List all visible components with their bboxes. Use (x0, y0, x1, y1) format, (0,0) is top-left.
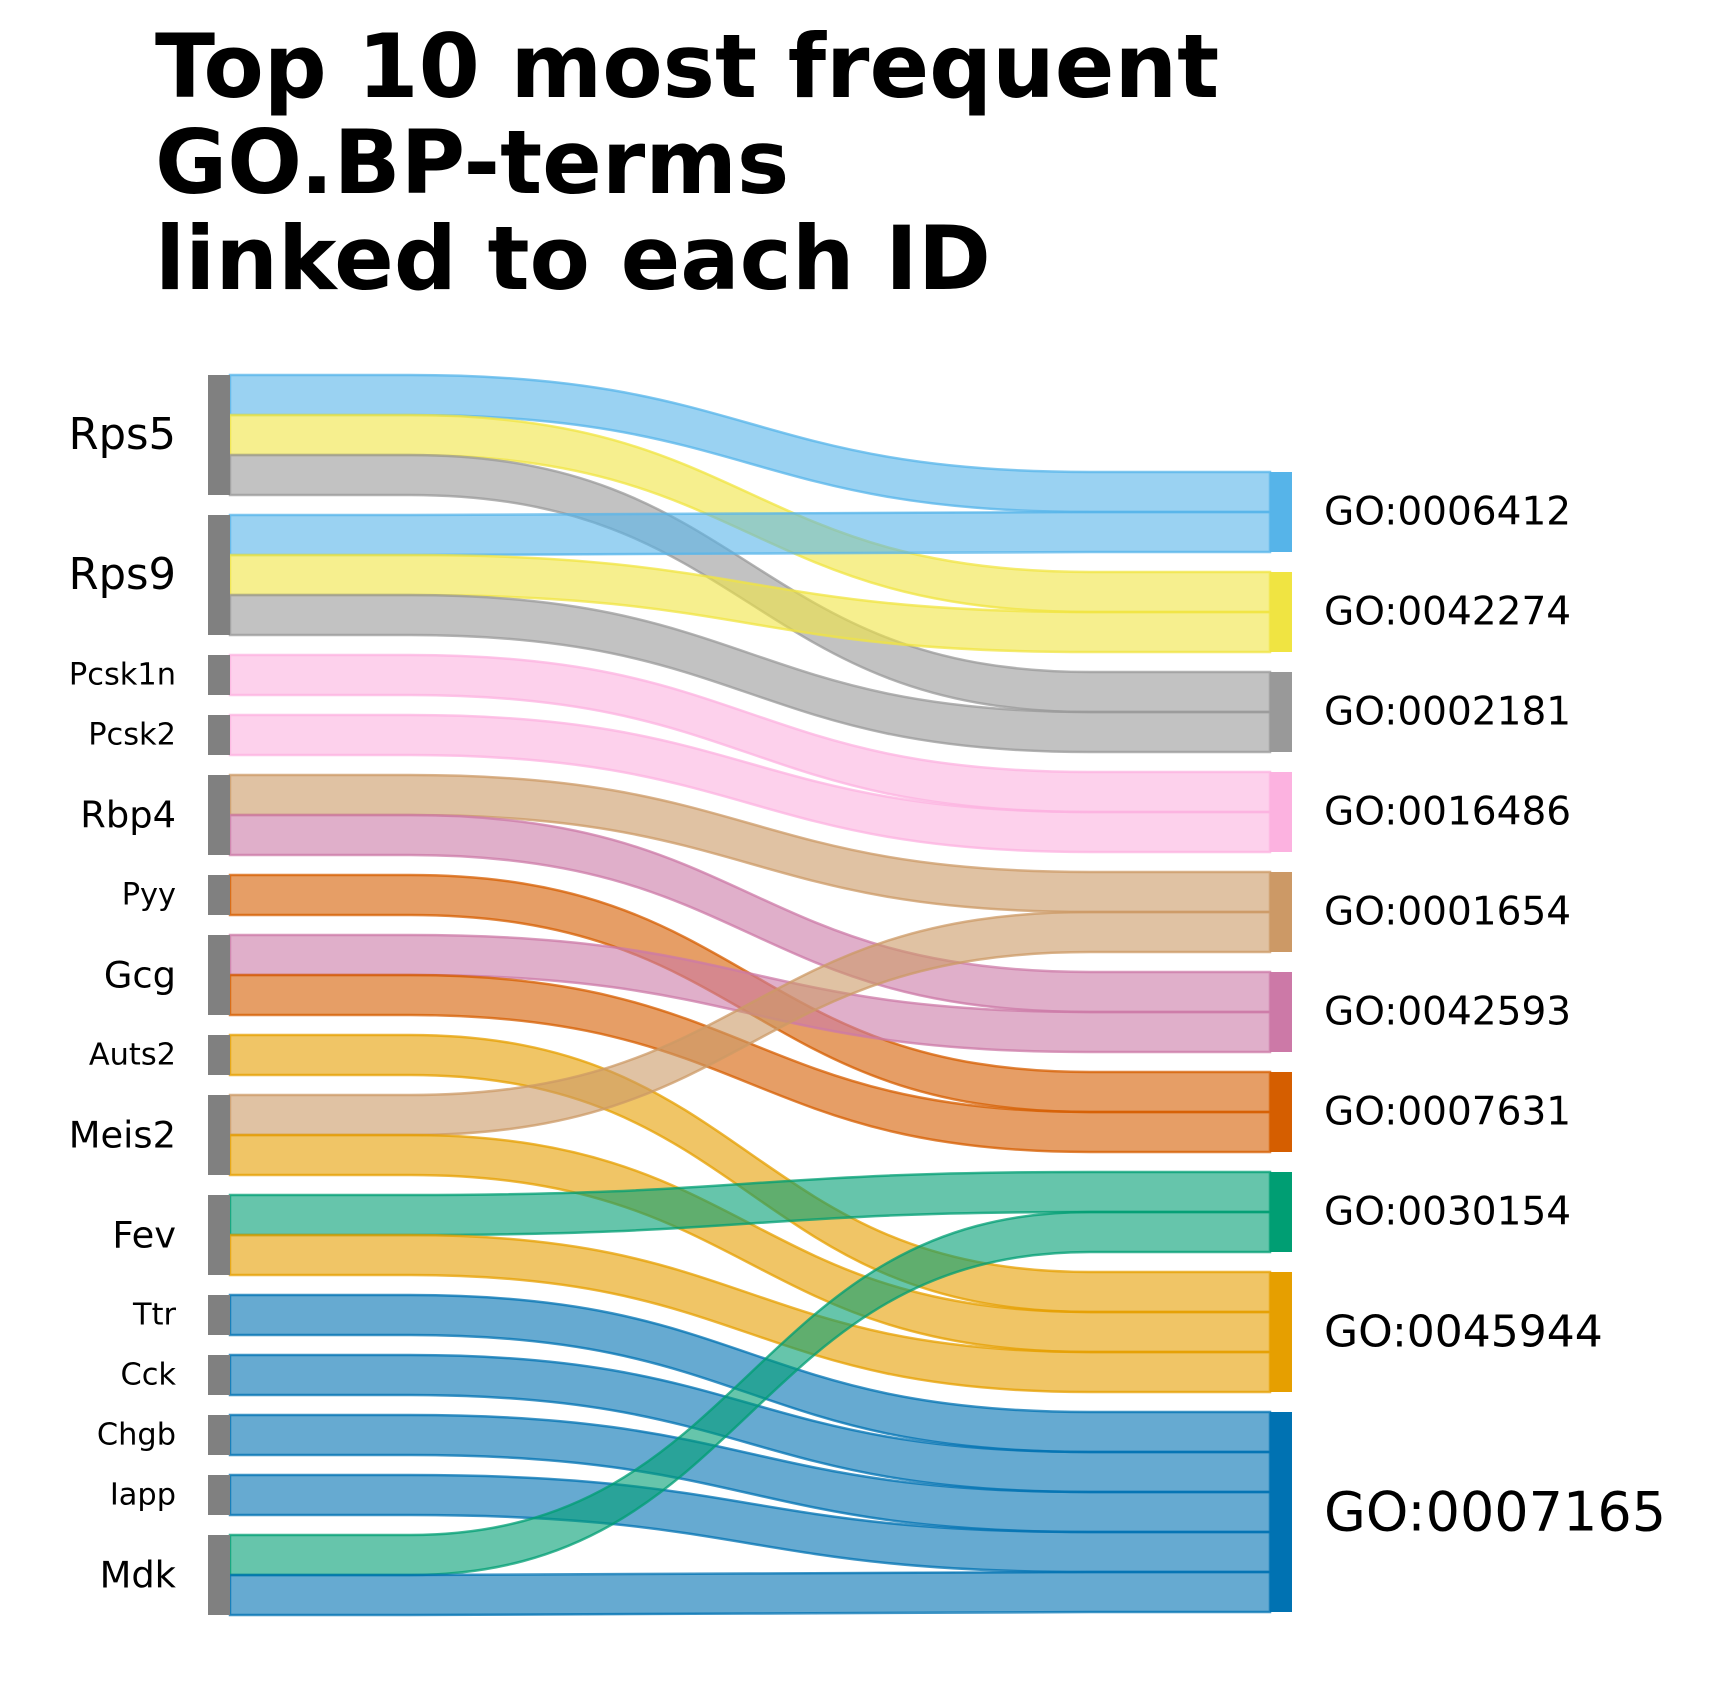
source-label-rps9: Rps9 (69, 550, 176, 600)
source-label-cck: Cck (120, 1358, 176, 1393)
target-label-go-0002181: GO:0002181 (1324, 690, 1571, 735)
source-node-rps9 (208, 515, 230, 635)
target-label-go-0030154: GO:0030154 (1324, 1190, 1571, 1235)
target-node-go-0007165 (1270, 1412, 1292, 1612)
target-node-go-0007631 (1270, 1072, 1292, 1152)
source-node-pyy (208, 875, 230, 915)
source-label-pyy: Pyy (122, 878, 176, 913)
source-node-chgb (208, 1415, 230, 1455)
source-node-cck (208, 1355, 230, 1395)
source-node-rbp4 (208, 775, 230, 855)
source-label-chgb: Chgb (97, 1418, 176, 1453)
source-label-fev: Fev (112, 1214, 176, 1257)
source-label-iapp: Iapp (110, 1478, 176, 1513)
target-nodes-layer: GO:0006412 GO:0042274 GO:0002181 GO:0016486… (1270, 472, 1666, 1612)
diagram-title: Top 10 most frequent GO.BP-terms linked … (155, 15, 1219, 310)
target-label-go-0007631: GO:0007631 (1324, 1090, 1571, 1135)
flows-layer (228, 373, 1272, 1617)
target-label-go-0016486: GO:0016486 (1324, 790, 1571, 835)
flow-mdk-to-go-0007165 (228, 1570, 1272, 1617)
target-node-go-0006412 (1270, 472, 1292, 552)
target-label-go-0007165: GO:0007165 (1324, 1481, 1666, 1544)
source-label-ttr: Ttr (132, 1298, 176, 1333)
source-label-pcsk1n: Pcsk1n (69, 658, 176, 693)
source-node-iapp (208, 1475, 230, 1515)
target-node-go-0002181 (1270, 672, 1292, 752)
source-label-gcg: Gcg (104, 954, 176, 997)
source-label-rps5: Rps5 (69, 410, 176, 460)
source-label-auts2: Auts2 (89, 1038, 176, 1073)
source-node-gcg (208, 935, 230, 1015)
target-node-go-0045944 (1270, 1272, 1292, 1392)
title-line-1: Top 10 most frequent (155, 15, 1219, 118)
source-node-pcsk2 (208, 715, 230, 755)
target-node-go-0001654 (1270, 872, 1292, 952)
target-label-go-0045944: GO:0045944 (1324, 1307, 1603, 1358)
source-nodes-layer: Rps5 Rps9 Pcsk1n Pcsk2 Rbp4 Pyy Gcg Auts2 Meis2 F… (69, 375, 230, 1615)
title-line-3: linked to each ID (155, 207, 991, 310)
flow-rps9-to-go-0006412 (228, 510, 1272, 557)
target-node-go-0016486 (1270, 772, 1292, 852)
target-label-go-0006412: GO:0006412 (1324, 490, 1571, 535)
target-label-go-0001654: GO:0001654 (1324, 890, 1571, 935)
source-label-pcsk2: Pcsk2 (88, 718, 176, 753)
source-label-meis2: Meis2 (69, 1114, 176, 1157)
source-node-fev (208, 1195, 230, 1275)
target-node-go-0042274 (1270, 572, 1292, 652)
source-node-rps5 (208, 375, 230, 495)
target-node-go-0042593 (1270, 972, 1292, 1052)
title-line-2: GO.BP-terms (155, 111, 789, 214)
source-node-pcsk1n (208, 655, 230, 695)
source-node-meis2 (208, 1095, 230, 1175)
target-label-go-0042274: GO:0042274 (1324, 590, 1571, 635)
source-node-auts2 (208, 1035, 230, 1075)
source-label-mdk: Mdk (100, 1554, 177, 1597)
source-label-rbp4: Rbp4 (80, 794, 176, 837)
source-node-ttr (208, 1295, 230, 1335)
target-label-go-0042593: GO:0042593 (1324, 990, 1571, 1035)
target-node-go-0030154 (1270, 1172, 1292, 1252)
source-node-mdk (208, 1535, 230, 1615)
